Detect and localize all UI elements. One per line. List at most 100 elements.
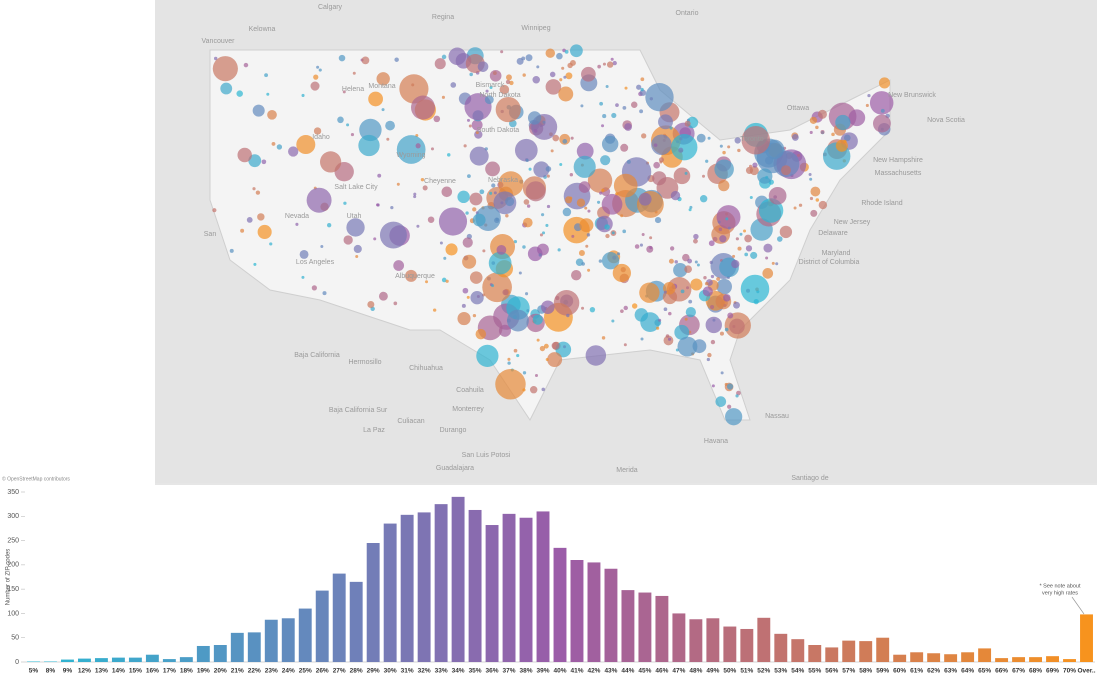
bar [366,543,380,662]
map-bubble [565,196,573,204]
map-bubble [693,238,698,244]
map-bubble [727,226,731,230]
map-bubble [663,335,674,346]
map-bubble [869,91,894,115]
map-bubble [447,153,451,157]
map-bubble [719,235,727,243]
map-bubble [600,155,611,166]
map-bubble [527,111,542,125]
map-bubble [737,246,742,251]
x-tick-label: 16% [146,668,159,675]
map-bubble [213,56,218,61]
map-bubble [749,195,753,199]
map-bubble [865,103,869,108]
map-bubble [673,263,688,278]
bar [1012,657,1026,662]
map-bubble [556,52,563,60]
map-bubble [731,259,740,269]
map-bubble [562,207,572,217]
map-bubble [848,109,866,127]
map-bubble [654,216,662,224]
map-label: Bismarck [476,82,505,89]
map-bubble [831,132,835,137]
bar [94,658,108,662]
map-bubble [301,275,305,279]
x-tick-label: 54% [791,668,804,675]
bar [281,618,295,662]
map-bubble [561,66,565,70]
map-bubble [420,177,425,182]
map-bubble [469,271,483,284]
bar [128,657,142,662]
map-bubble [425,280,429,284]
bar [519,517,533,662]
map-label: Guadalajara [436,465,474,472]
map-bubble [318,68,322,72]
bar [468,509,482,662]
map-bubble [605,233,610,239]
x-tick-label: 45% [638,668,651,675]
map-bubble [791,134,799,141]
map-bubble [636,84,642,90]
map-bubble [413,192,417,196]
map-bubble [466,118,470,122]
map-bubble [361,56,370,65]
map-bubble [696,263,700,267]
map-bubble [257,213,265,221]
bar [808,645,822,662]
map-bubble [670,190,681,201]
map-bubble [677,336,698,357]
x-tick-label: 13% [95,668,108,675]
map-bubble [578,250,585,256]
map-bubble [342,90,346,94]
map-label: Wyoming [396,152,425,159]
map-bubble [726,383,734,390]
bar [111,657,125,662]
map-bubble [376,203,380,207]
map-bubble [445,243,458,256]
map-bubble [352,71,356,75]
map-bubble [678,147,684,153]
bar [196,645,210,662]
map-bubble [690,278,703,291]
x-tick-label: 38% [520,668,533,675]
x-tick-label: 18% [180,668,193,675]
x-tick-label: 31% [401,668,414,675]
map-bubble [712,236,718,242]
map-bubble [763,243,773,253]
map-bubble [469,146,489,166]
map-bubble [597,64,601,69]
map-bubble [368,91,383,107]
bar [145,654,159,662]
map-bubble [526,204,531,208]
map-bubble [601,193,623,215]
map-label: Rhode Island [861,200,902,207]
x-tick-label: 39% [537,668,550,675]
map-bubble [432,308,437,312]
map-bubble [252,104,265,117]
map-bubble [810,186,821,197]
map-bubble [716,278,732,295]
bar [162,659,176,662]
map-bubble [536,65,540,69]
map-bubble [545,79,562,95]
map-label: Regina [432,14,454,21]
map-label: Albuquerque [395,273,435,280]
map-bubble [485,161,500,177]
map-bubble [734,137,741,144]
map-bubble [506,74,512,81]
x-tick-label: 49% [706,668,719,675]
map-bubble [502,289,509,296]
x-tick-label: 36% [486,668,499,675]
map-bubble [567,62,573,69]
x-tick-label: 8% [46,668,56,675]
map-bubble [596,215,613,233]
map-bubble [346,218,365,237]
map-bubble [809,196,814,201]
map-bubble [798,203,803,207]
map-bubble [353,244,362,254]
map-label: Vancouver [202,38,236,45]
map-bubble [350,133,355,137]
x-tick-label: 57% [842,668,855,675]
map-bubble [488,251,512,275]
